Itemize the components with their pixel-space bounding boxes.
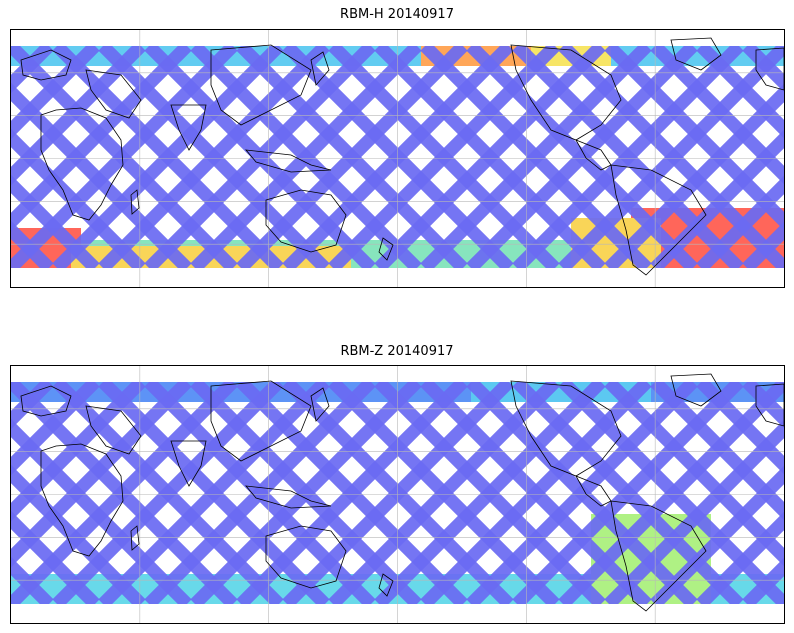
descending-pass [190,46,422,268]
descending-pass [650,465,784,604]
descending-pass [328,382,560,604]
descending-pass [512,46,744,268]
descending-pass [11,46,100,140]
descending-pass [11,382,146,522]
ascending-pass [11,220,54,268]
africa-coast [40,107,124,221]
europe-coast [20,385,72,417]
arabia-coast [85,69,142,119]
panel-title-rbm-h: RBM-H 20140917 [340,7,454,22]
india-coast [170,104,207,151]
descending-pass [604,419,784,604]
descending-pass [144,46,376,268]
descending-pass [558,382,784,604]
descending-pass [11,382,192,568]
europe-coast [20,49,72,81]
descending-pass [52,46,284,268]
ascending-pass [11,510,100,604]
australia-coast [265,525,347,589]
madagascar-coast [130,525,140,551]
west-europe-coast [755,47,784,91]
map-rbm-h [10,29,785,288]
ascending-pass [696,382,784,475]
descending-pass [11,382,100,476]
australia-coast [265,189,347,253]
descending-pass [420,46,652,268]
new-zealand-coast [378,573,394,597]
descending-pass [11,46,192,232]
west-europe-coast [755,383,784,427]
map-canvas-rbm-h [11,30,784,287]
coastlines [20,373,784,612]
orbit-lines [11,46,784,268]
orbit-lines [11,382,784,604]
descending-pass [190,382,422,604]
descending-pass [374,46,606,268]
ascending-pass [11,556,54,604]
greenland-coast [670,373,722,407]
descending-pass [282,382,514,604]
new-zealand-coast [378,237,394,261]
china-coast [210,44,312,126]
descending-pass [282,46,514,268]
descending-pass [11,382,54,430]
descending-pass [558,46,784,268]
ascending-pass [11,174,100,268]
indonesia-coast [245,485,332,509]
china-coast [210,380,312,462]
madagascar-coast [130,189,140,215]
panel-title-rbm-z: RBM-Z 20140917 [340,344,454,359]
north-america-coast [510,380,622,477]
descending-pass [328,46,560,268]
central-america-coast [575,139,612,171]
south-america-coast [610,164,707,276]
map-rbm-z [10,365,785,624]
coastlines [20,37,784,276]
descending-pass [512,382,744,604]
indonesia-coast [245,149,332,173]
descending-pass [236,46,468,268]
arabia-coast [85,405,142,455]
africa-coast [40,443,124,557]
graticule [11,30,784,287]
map-canvas-rbm-z [11,366,784,623]
descending-pass [52,382,284,604]
south-america-coast [610,500,707,612]
descending-pass [374,382,606,604]
india-coast [170,440,207,487]
descending-pass [466,382,698,604]
descending-pass [236,382,468,604]
descending-pass [466,46,698,268]
descending-pass [11,46,54,94]
japan-coast [310,387,330,422]
descending-pass [650,129,784,268]
north-america-coast [510,44,622,141]
descending-pass [696,511,784,604]
descending-pass [604,83,784,268]
japan-coast [310,51,330,86]
descending-pass [420,382,652,604]
descending-pass [11,46,146,186]
descending-pass [144,382,376,604]
orbit-swaths [11,46,784,268]
greenland-coast [670,37,722,71]
descending-pass [696,175,784,268]
graticule [11,366,784,623]
ascending-pass [696,46,784,139]
central-america-coast [575,475,612,507]
